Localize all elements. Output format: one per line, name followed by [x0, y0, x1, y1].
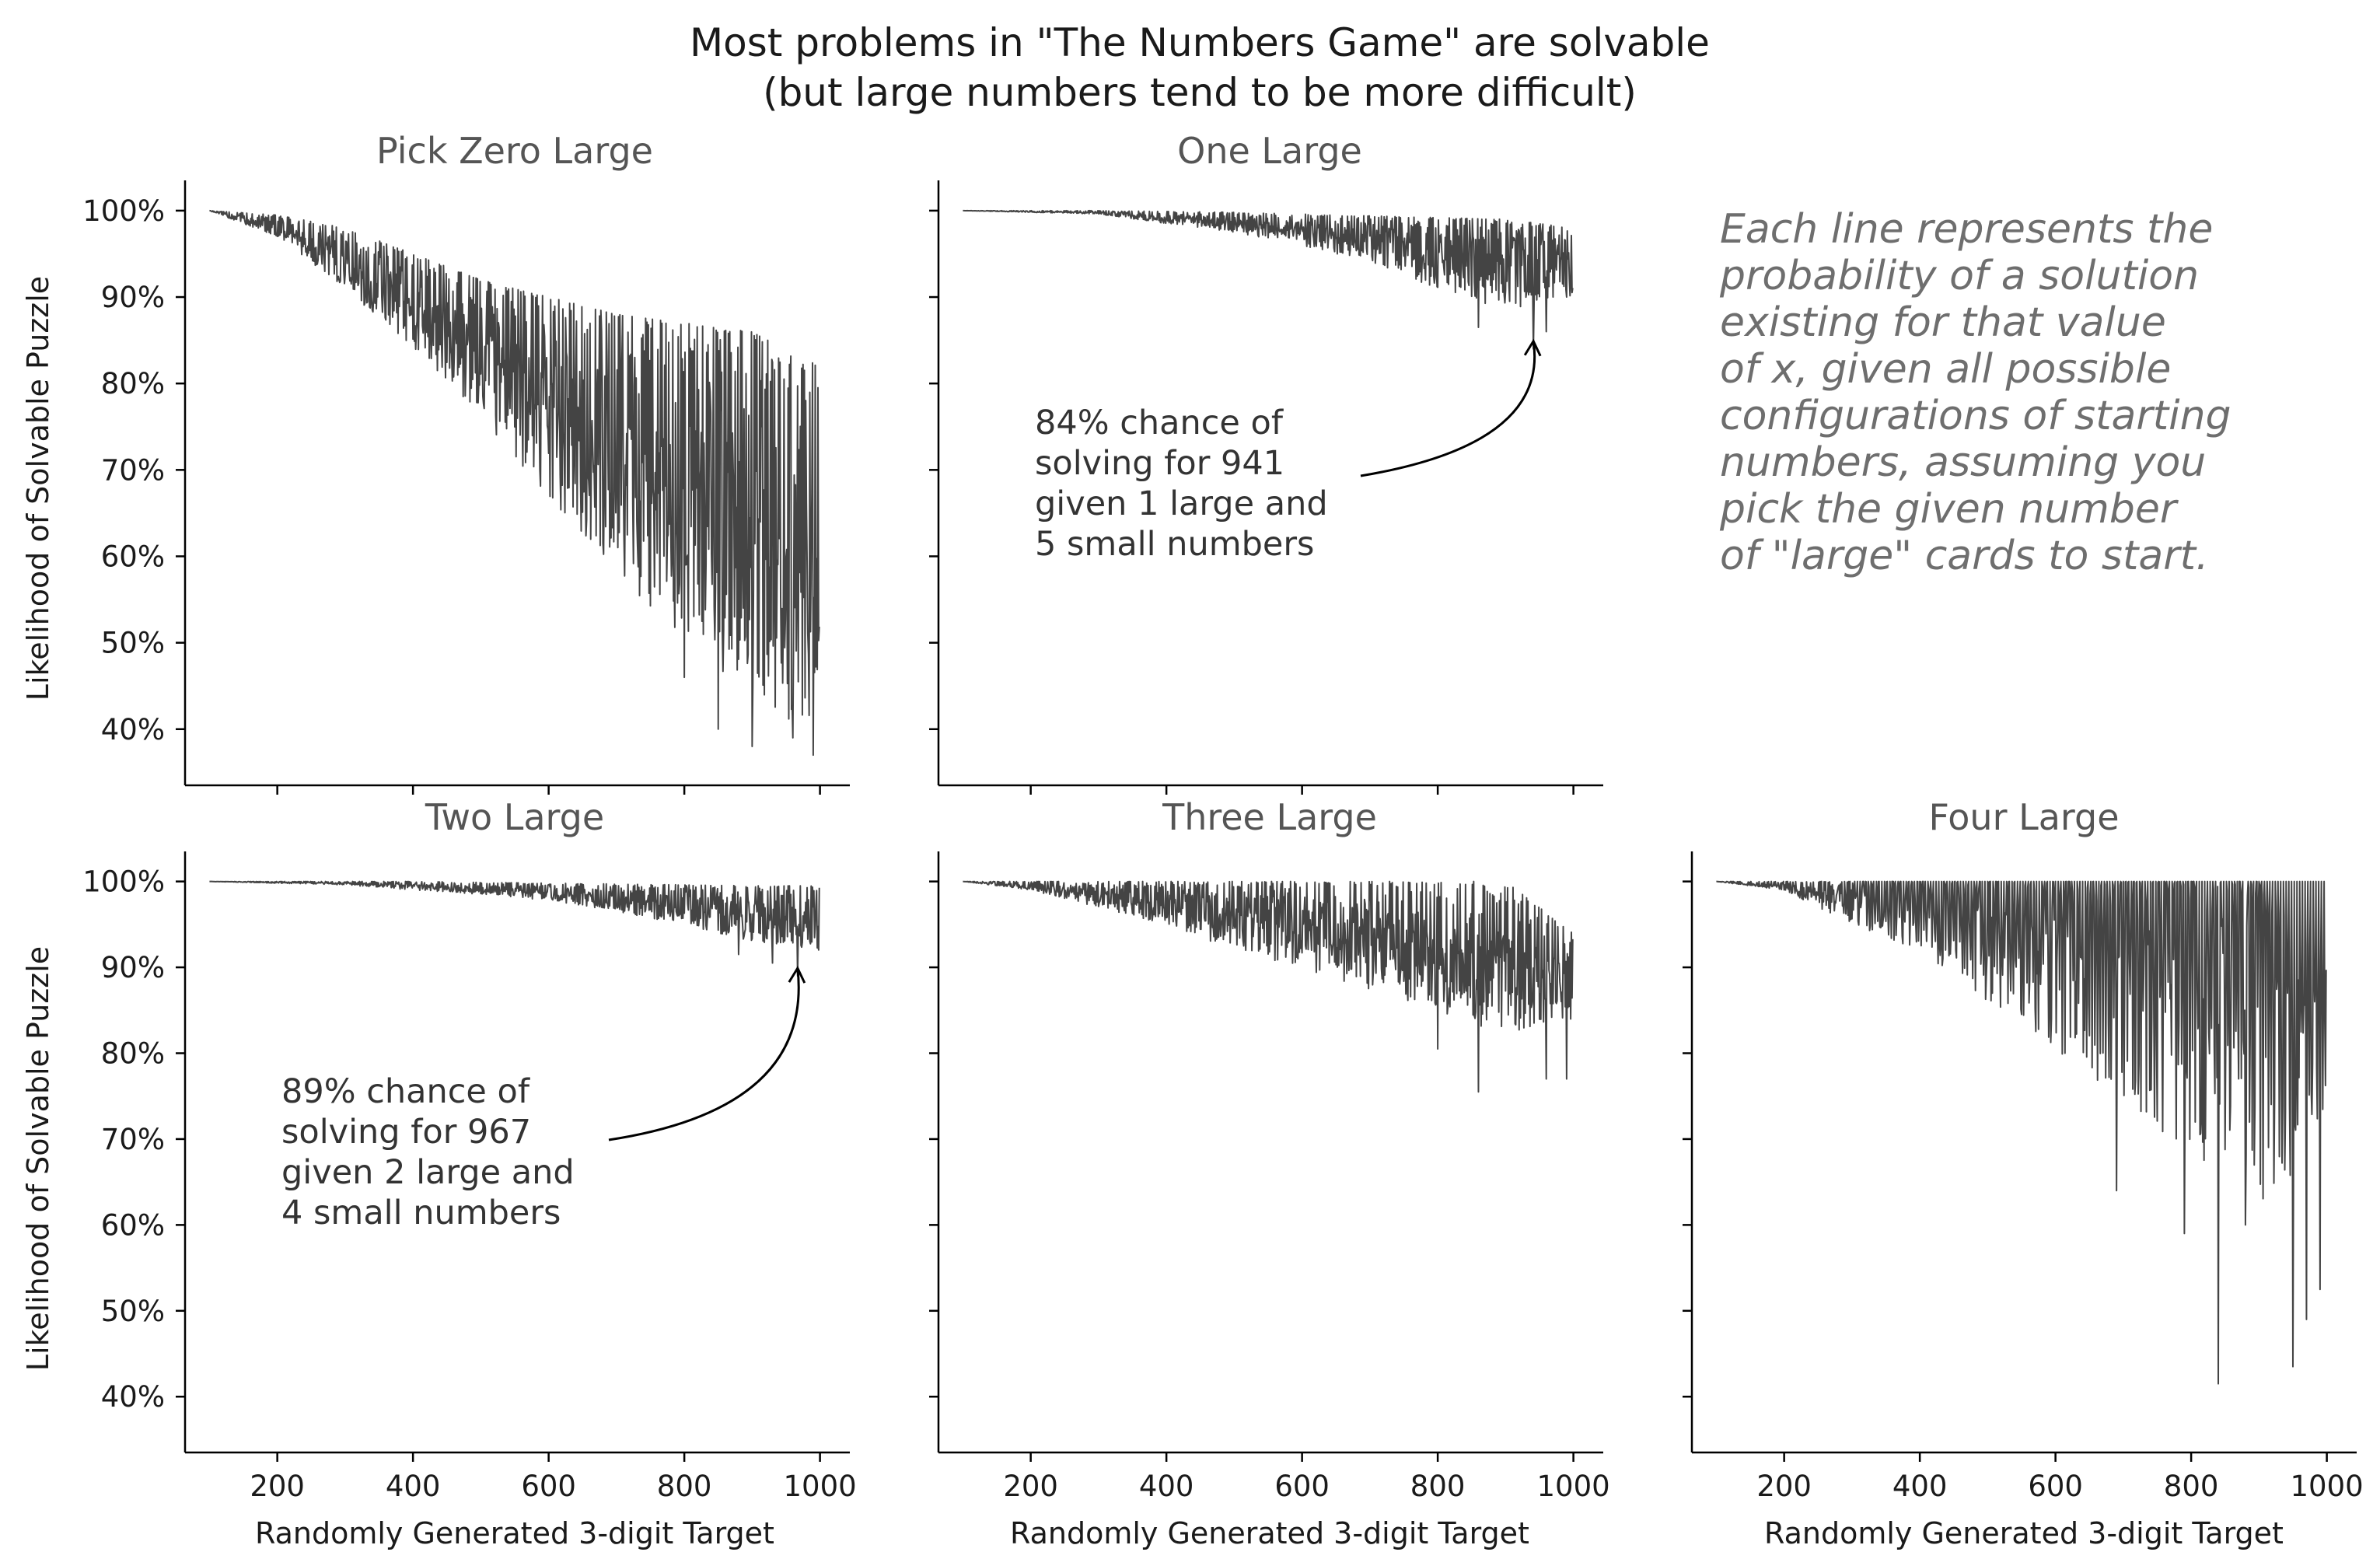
- y-tick-label-two-60: 60%: [101, 1208, 165, 1242]
- annotation-line-one-2: solving for 941: [1035, 444, 1284, 483]
- x-tick-label-three-1000: 1000: [1537, 1470, 1610, 1503]
- y-tick-label-two-90: 90%: [101, 951, 165, 984]
- annotation-arrow-one: [1360, 341, 1536, 477]
- panel-title-three: Three Large: [1162, 796, 1377, 838]
- y-tick-label-zero-80: 80%: [101, 367, 165, 400]
- panel-three-large: Three Large 200 400 600 800 1000: [929, 796, 1610, 1503]
- series-line-three: [963, 880, 1574, 1093]
- x-tick-label-two-200: 200: [250, 1470, 305, 1503]
- x-tick-label-three-400: 400: [1139, 1470, 1194, 1503]
- annotation-line-one-1: 84% chance of: [1035, 404, 1284, 442]
- y-tick-label-two-80: 80%: [101, 1037, 165, 1071]
- note-line-4: of x, given all possible: [1720, 346, 2171, 393]
- x-tick-label-four-1000: 1000: [2291, 1470, 2364, 1503]
- x-tick-label-two-600: 600: [521, 1470, 576, 1503]
- y-tick-label-two-70: 70%: [101, 1123, 165, 1156]
- series-line-zero: [209, 209, 820, 757]
- x-tick-label-three-800: 800: [1410, 1470, 1466, 1503]
- x-axis-label-middle: Randomly Generated 3-digit Target: [1010, 1516, 1529, 1550]
- y-tick-label-two-100: 100%: [82, 865, 165, 899]
- x-tick-label-four-800: 800: [2164, 1470, 2219, 1503]
- panel-title-four: Four Large: [1928, 796, 2119, 838]
- annotation-line-one-4: 5 small numbers: [1035, 525, 1314, 564]
- y-tick-label-two-40: 40%: [101, 1380, 165, 1414]
- panel-two-large: Two Large 40% 50% 60% 70% 80% 90% 100% 200 400 600…: [82, 796, 856, 1503]
- note-line-7: pick the given number: [1719, 486, 2179, 533]
- y-tick-label-two-50: 50%: [101, 1295, 165, 1328]
- series-line-two: [209, 880, 820, 977]
- panel-four-large: Four Large 200 400 600 800 1000: [1683, 796, 2364, 1503]
- x-tick-label-three-200: 200: [1003, 1470, 1058, 1503]
- explanation-note: Each line represents the probability of …: [1719, 206, 2231, 579]
- x-tick-label-four-400: 400: [1892, 1470, 1948, 1503]
- x-tick-label-four-600: 600: [2028, 1470, 2083, 1503]
- annotation-line-two-2: solving for 967: [281, 1113, 531, 1152]
- x-axis-label-right: Randomly Generated 3-digit Target: [1764, 1516, 2284, 1550]
- y-tick-label-zero-60: 60%: [101, 540, 165, 573]
- note-line-5: configurations of starting: [1720, 393, 2231, 439]
- note-line-6: numbers, assuming you: [1720, 439, 2206, 486]
- series-line-four: [1716, 880, 2327, 1385]
- panel-title-zero: Pick Zero Large: [376, 130, 653, 172]
- y-axis-label-bottom: Likelihood of Solvable Puzzle: [21, 946, 55, 1371]
- chart-title-line-2: (but large numbers tend to be more diffi…: [763, 70, 1637, 115]
- x-tick-label-four-200: 200: [1756, 1470, 1812, 1503]
- annotation-line-two-4: 4 small numbers: [281, 1194, 561, 1232]
- annotation-line-two-1: 89% chance of: [281, 1072, 530, 1111]
- series-line-one: [963, 209, 1574, 350]
- x-tick-label-two-400: 400: [386, 1470, 441, 1503]
- x-tick-label-two-1000: 1000: [784, 1470, 857, 1503]
- note-line-2: probability of a solution: [1719, 253, 2199, 299]
- annotation-arrowhead-one: [1523, 338, 1542, 357]
- panel-title-one: One Large: [1177, 130, 1362, 172]
- y-axis-label-top: Likelihood of Solvable Puzzle: [21, 276, 55, 701]
- note-line-1: Each line represents the: [1720, 206, 2213, 253]
- chart-title-line-1: Most problems in "The Numbers Game" are …: [690, 20, 1710, 65]
- annotation-line-one-3: given 1 large and: [1035, 484, 1328, 523]
- y-tick-label-zero-70: 70%: [101, 453, 165, 487]
- y-tick-label-zero-100: 100%: [82, 194, 165, 228]
- annotation-line-two-3: given 2 large and: [281, 1153, 575, 1192]
- y-tick-label-zero-90: 90%: [101, 281, 165, 314]
- note-line-3: existing for that value: [1720, 299, 2166, 346]
- panel-pick-zero-large: Pick Zero Large 40% 50% 60% 70% 80% 90% 100%: [82, 130, 850, 795]
- x-tick-label-three-600: 600: [1274, 1470, 1330, 1503]
- panel-title-two: Two Large: [425, 796, 604, 838]
- y-tick-label-zero-50: 50%: [101, 627, 165, 660]
- x-tick-label-two-800: 800: [657, 1470, 712, 1503]
- annotation-arrow-two: [608, 967, 800, 1141]
- annotation-arrowhead-two: [788, 965, 806, 984]
- y-tick-label-zero-40: 40%: [101, 713, 165, 746]
- note-line-8: of "large" cards to start.: [1720, 533, 2209, 579]
- x-axis-label-left: Randomly Generated 3-digit Target: [255, 1516, 774, 1550]
